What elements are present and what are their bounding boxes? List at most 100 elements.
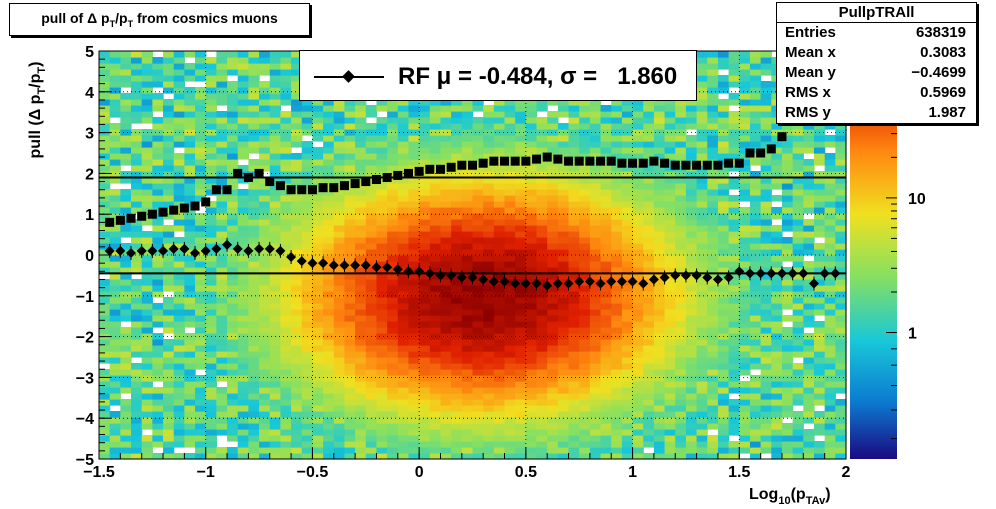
heatmap-cell (120, 51, 132, 58)
heatmap-cell (259, 141, 271, 148)
heatmap-cell (707, 87, 719, 94)
heatmap-cell (717, 387, 730, 394)
heatmap-cell (685, 189, 698, 196)
heatmap-cell (483, 231, 495, 238)
heatmap-cell (173, 309, 185, 316)
heatmap-cell (621, 351, 634, 358)
y-tick-label: 4 (85, 85, 94, 102)
heatmap-cell (184, 129, 196, 136)
heatmap-cell (248, 117, 260, 124)
heatmap-cell (632, 411, 644, 418)
heatmap-cell (664, 255, 676, 262)
heatmap-cell (547, 231, 559, 238)
heatmap-cell (429, 207, 442, 214)
heatmap-cell (451, 417, 463, 424)
heatmap-cell (493, 117, 506, 124)
heatmap-cell (792, 261, 804, 268)
heatmap-cell (824, 135, 836, 142)
heatmap-cell (205, 369, 217, 376)
heatmap-cell (109, 393, 121, 400)
heatmap-cell (429, 339, 442, 346)
heatmap-cell (152, 285, 164, 292)
heatmap-cell (131, 423, 143, 430)
heatmap-cell (600, 237, 612, 244)
heatmap-cell (525, 135, 538, 142)
heatmap-cell (824, 153, 836, 160)
heatmap-cell (632, 315, 644, 322)
heatmap-cell (589, 417, 602, 424)
heatmap-cell (632, 363, 644, 370)
heatmap-cell (163, 435, 175, 442)
heatmap-cell (461, 105, 474, 112)
heatmap-cell (355, 435, 367, 442)
heatmap-cell (344, 261, 356, 268)
heatmap-cell (440, 129, 452, 136)
heatmap-cell (344, 231, 356, 238)
heatmap-cell (557, 411, 570, 418)
heatmap-cell (611, 339, 623, 346)
heatmap-cell (387, 231, 399, 238)
heatmap-cell (781, 147, 794, 154)
heatmap-cell (621, 363, 634, 370)
heatmap-cell (568, 255, 580, 262)
heatmap-cell (664, 375, 676, 382)
heatmap-cell (557, 207, 570, 214)
heatmap-cell (792, 339, 804, 346)
heatmap-cell (781, 195, 794, 202)
heatmap-cell (536, 135, 548, 142)
heatmap-cell (813, 399, 826, 406)
heatmap-cell (440, 183, 452, 190)
heatmap-cell (483, 429, 495, 436)
heatmap-cell (749, 375, 762, 382)
heatmap-cell (205, 249, 217, 256)
heatmap-cell (536, 267, 548, 274)
heatmap-cell (259, 333, 271, 340)
heatmap-cell (472, 423, 484, 430)
heatmap-cell (99, 213, 111, 220)
heatmap-cell (483, 381, 495, 388)
heatmap-cell (483, 345, 495, 352)
heatmap-cell (280, 393, 292, 400)
heatmap-cell (803, 399, 815, 406)
heatmap-cell (632, 393, 644, 400)
heatmap-cell (515, 375, 527, 382)
heatmap-cell (536, 153, 548, 160)
heatmap-cell (131, 255, 143, 262)
heatmap-cell (408, 165, 420, 172)
heatmap-cell (568, 129, 580, 136)
heatmap-cell (525, 201, 538, 208)
heatmap-cell (173, 243, 185, 250)
heatmap-cell (632, 105, 644, 112)
heatmap-cell (397, 429, 410, 436)
heatmap-cell (269, 213, 282, 220)
heatmap-cell (835, 441, 847, 448)
heatmap-cell (163, 405, 175, 412)
heatmap-cell (248, 261, 260, 268)
heatmap-cell (472, 411, 484, 418)
heatmap-cell (195, 417, 207, 424)
heatmap-cell (664, 315, 676, 322)
heatmap-cell (120, 141, 132, 148)
heatmap-cell (728, 411, 740, 418)
heatmap-cell (536, 387, 548, 394)
heatmap-cell (835, 417, 847, 424)
heatmap-cell (216, 267, 228, 274)
heatmap-cell (184, 195, 196, 202)
heatmap-cell (333, 447, 346, 454)
heatmap-cell (589, 447, 602, 454)
heatmap-cell (387, 351, 399, 358)
heatmap-cell (259, 369, 271, 376)
heatmap-cell (141, 453, 153, 460)
heatmap-cell (248, 327, 260, 334)
heatmap-cell (355, 273, 367, 280)
heatmap-cell (483, 171, 495, 178)
heatmap-cell (493, 357, 506, 364)
heatmap-cell (611, 429, 623, 436)
heatmap-cell (493, 351, 506, 358)
heatmap-cell (547, 135, 559, 142)
heatmap-cell (536, 159, 548, 166)
heatmap-cell (749, 57, 762, 64)
heatmap-cell (376, 327, 388, 334)
heatmap-cell (472, 267, 484, 274)
heatmap-cell (205, 87, 217, 94)
